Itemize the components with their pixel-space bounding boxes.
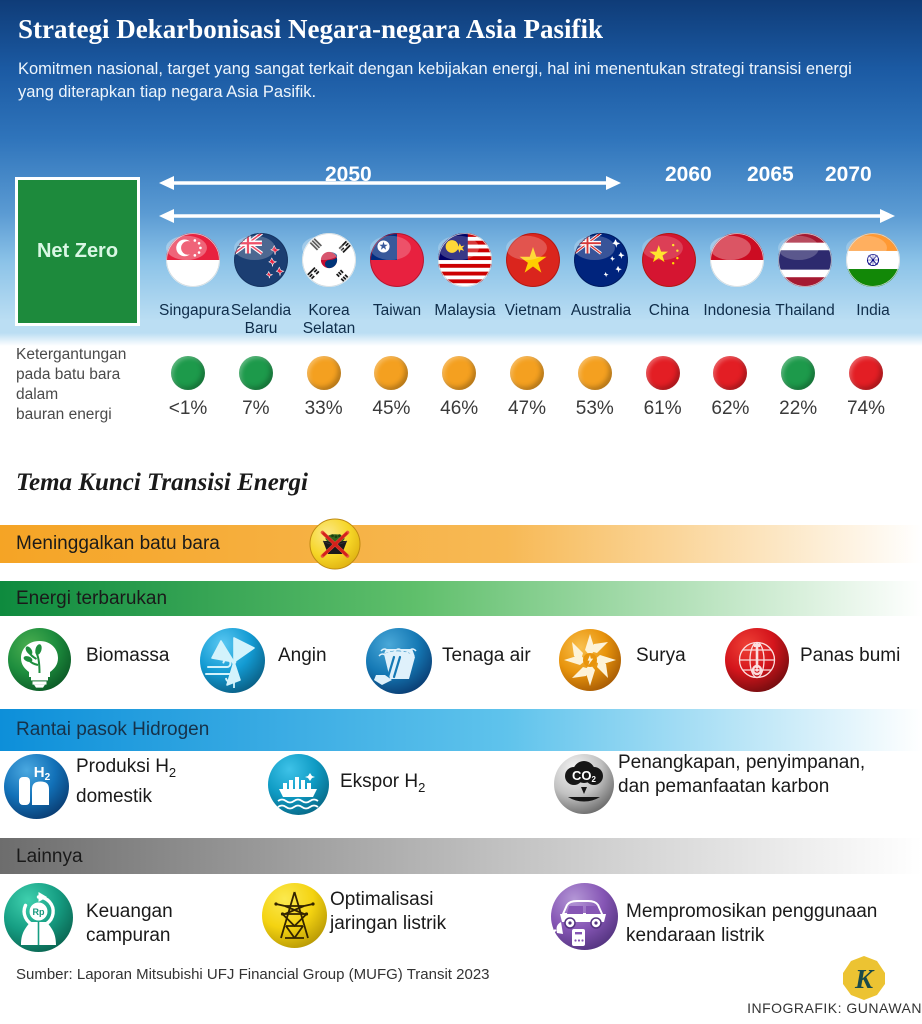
svg-text:Rp: Rp: [33, 907, 45, 917]
svg-text:K: K: [854, 964, 875, 994]
